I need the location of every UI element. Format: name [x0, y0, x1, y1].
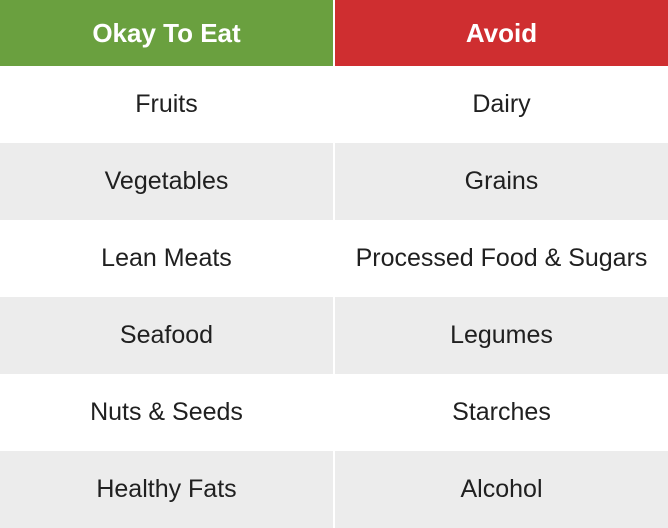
cell-avoid: Grains — [334, 143, 668, 220]
cell-okay: Lean Meats — [0, 220, 334, 297]
cell-avoid: Processed Food & Sugars — [334, 220, 668, 297]
cell-okay: Nuts & Seeds — [0, 374, 334, 451]
cell-okay: Vegetables — [0, 143, 334, 220]
table-row: Fruits Dairy — [0, 66, 668, 143]
table-row: Seafood Legumes — [0, 297, 668, 374]
header-avoid: Avoid — [334, 0, 668, 66]
table-row: Healthy Fats Alcohol — [0, 451, 668, 528]
table-row: Lean Meats Processed Food & Sugars — [0, 220, 668, 297]
cell-avoid: Alcohol — [334, 451, 668, 528]
table-row: Nuts & Seeds Starches — [0, 374, 668, 451]
cell-avoid: Starches — [334, 374, 668, 451]
table-row: Vegetables Grains — [0, 143, 668, 220]
cell-avoid: Legumes — [334, 297, 668, 374]
cell-okay: Fruits — [0, 66, 334, 143]
header-okay-to-eat: Okay To Eat — [0, 0, 334, 66]
diet-table: Okay To Eat Avoid Fruits Dairy Vegetable… — [0, 0, 668, 528]
table-header-row: Okay To Eat Avoid — [0, 0, 668, 66]
cell-okay: Seafood — [0, 297, 334, 374]
cell-okay: Healthy Fats — [0, 451, 334, 528]
cell-avoid: Dairy — [334, 66, 668, 143]
